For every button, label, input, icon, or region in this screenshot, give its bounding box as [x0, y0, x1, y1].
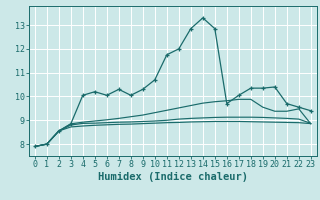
X-axis label: Humidex (Indice chaleur): Humidex (Indice chaleur) [98, 172, 248, 182]
